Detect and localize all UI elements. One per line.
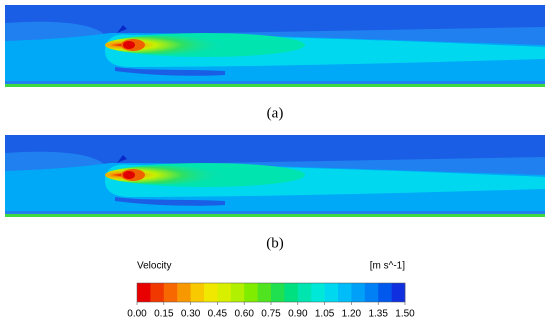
colorbar-block <box>163 283 178 302</box>
colorbar-block <box>230 283 245 302</box>
colorbar-block <box>271 283 285 302</box>
colorbar-block <box>311 283 325 302</box>
colorbar-block <box>338 283 352 302</box>
tick-label: 0.45 <box>208 309 228 320</box>
tick-label: 0.15 <box>154 309 174 320</box>
contour-plot-b <box>5 135 545 217</box>
colorbar-title: Velocity <box>137 261 171 272</box>
tick-label: 0.60 <box>234 309 254 320</box>
tick-label: 0.30 <box>181 309 201 320</box>
colorbar-block <box>150 283 165 302</box>
tick-label: 1.50 <box>395 309 415 320</box>
colorbar-unit: [m s^-1] <box>370 261 405 272</box>
colorbar-block <box>378 283 392 302</box>
tick-label: 0.00 <box>127 309 147 320</box>
colorbar-block <box>297 283 312 302</box>
colorbar-block <box>190 283 205 302</box>
colorbar-block <box>284 283 299 302</box>
colorbar-block <box>204 283 218 302</box>
tick-label: 1.05 <box>315 309 335 320</box>
colorbar-block <box>257 283 272 302</box>
tick-label: 1.35 <box>368 309 388 320</box>
tick-label: 0.90 <box>288 309 308 320</box>
colorbar-block <box>324 283 339 302</box>
colorbar-block <box>137 283 151 302</box>
colorbar-block <box>364 283 379 302</box>
panel-label: (a) <box>267 105 284 121</box>
tick-label: 1.20 <box>342 309 362 320</box>
colorbar-block <box>391 283 406 302</box>
colorbar-block <box>217 283 232 302</box>
colorbar-block <box>351 283 366 302</box>
colorbar-block <box>177 283 191 302</box>
tick-label: 0.75 <box>261 309 281 320</box>
contour-plot-a <box>5 5 545 87</box>
colorbar-block <box>244 283 258 302</box>
panel-label: (b) <box>266 235 284 251</box>
